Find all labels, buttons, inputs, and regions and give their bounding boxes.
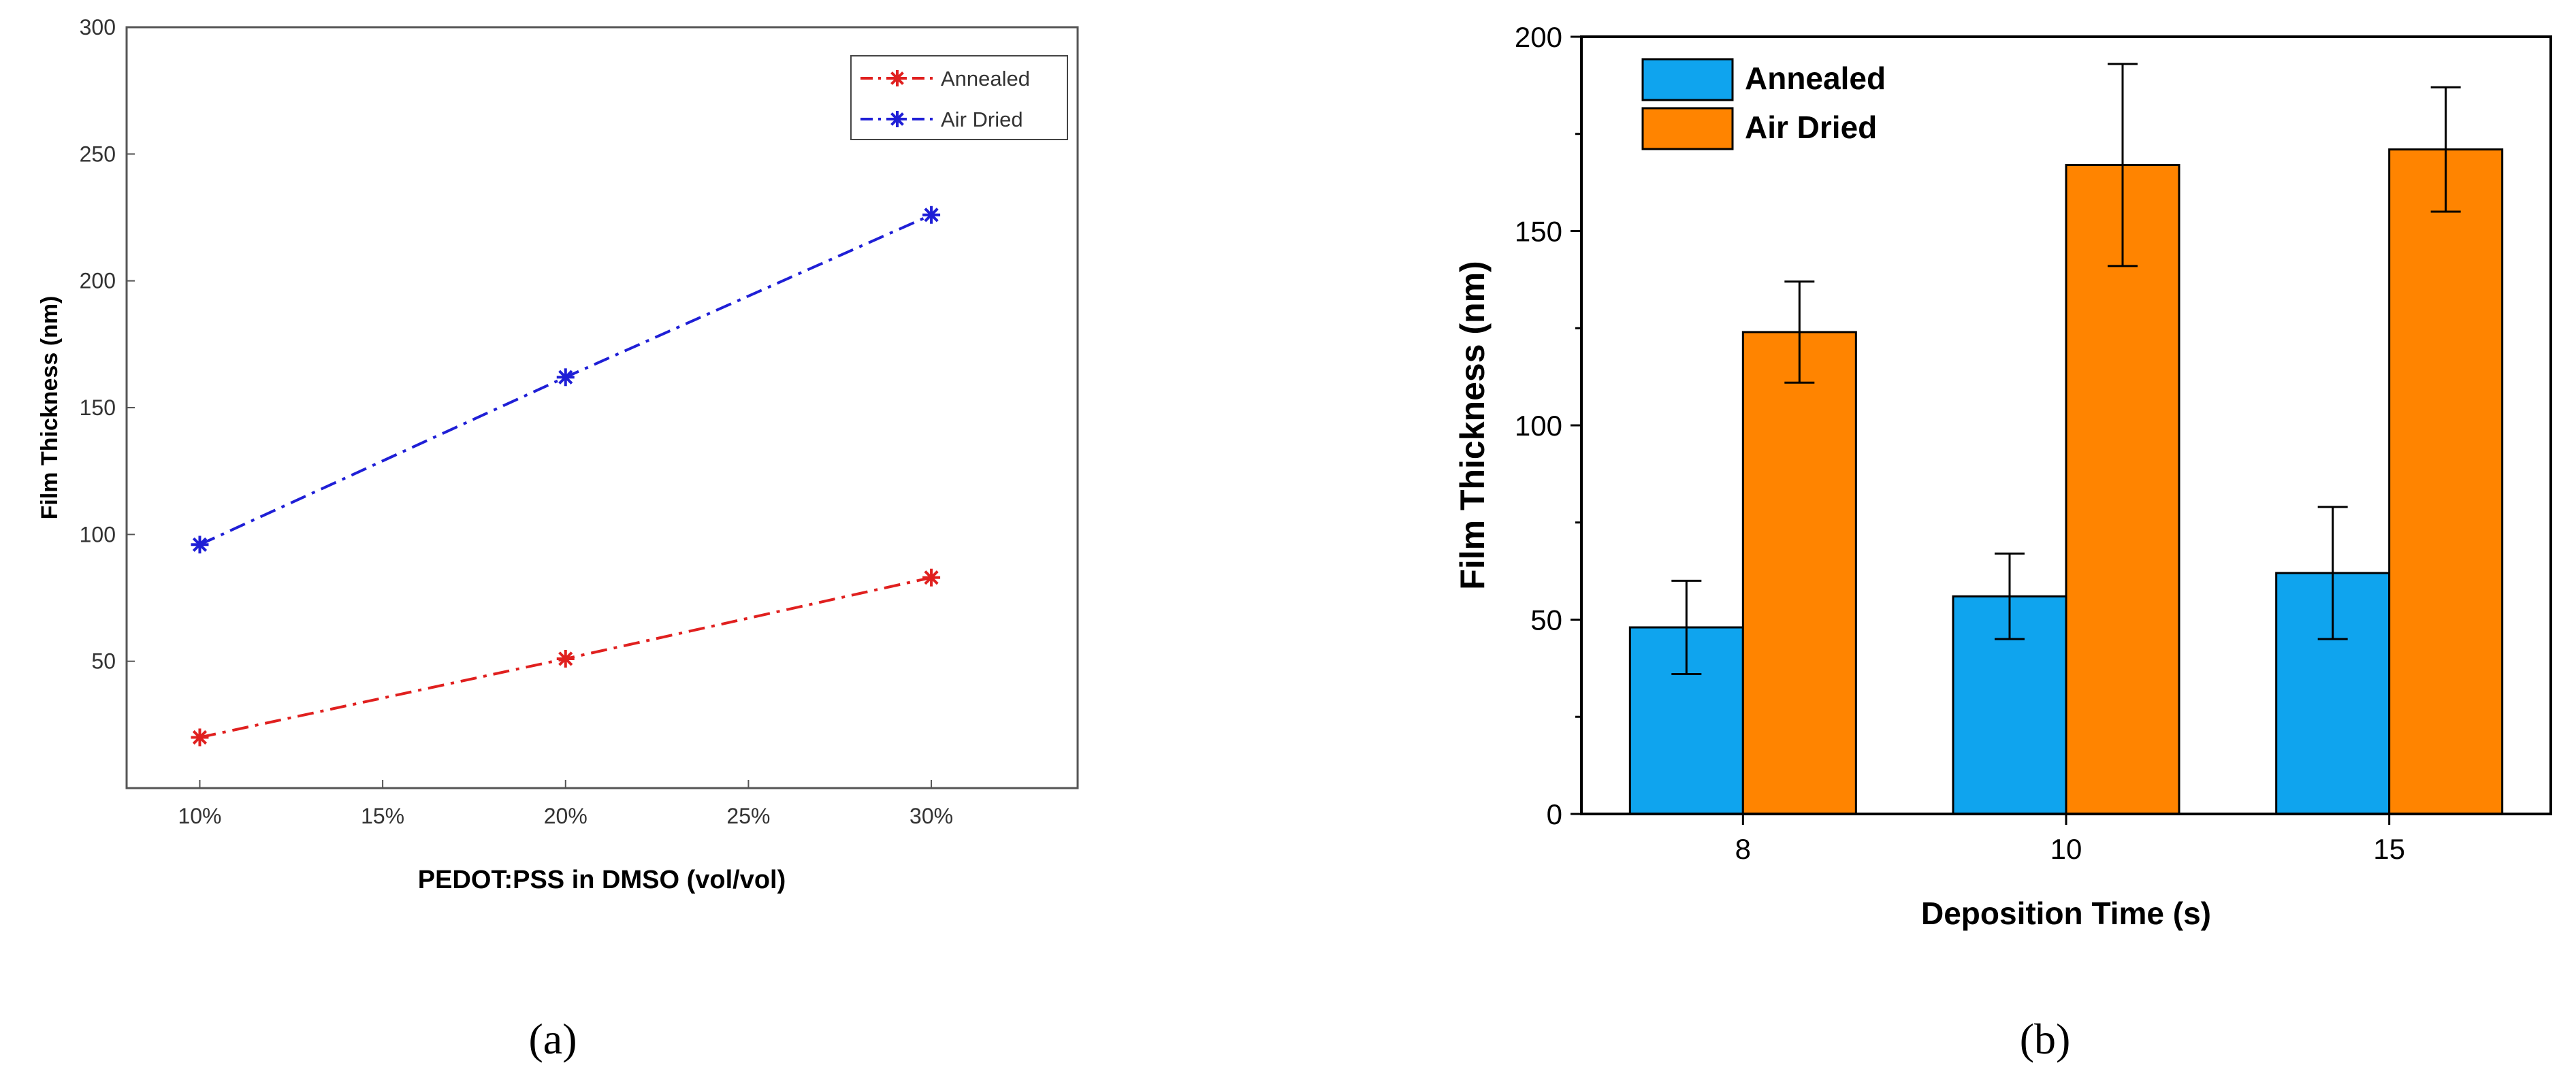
y-tick-label: 250: [80, 142, 116, 166]
chart-a-xlabel: PEDOT:PSS in DMSO (vol/vol): [418, 866, 786, 894]
error-bar: [1995, 552, 2025, 640]
legend-swatch: [1641, 58, 1734, 101]
chart-b-xlabel: Deposition Time (s): [1921, 896, 2211, 931]
x-tick-label: 25%: [726, 804, 770, 828]
error-bar: [2430, 86, 2461, 213]
bar-air-dried: [2388, 148, 2504, 815]
x-tick-label: 10%: [178, 804, 221, 828]
y-tick-label: 150: [80, 395, 116, 420]
legend-swatch: [1641, 107, 1734, 150]
bar-air-dried: [1741, 331, 1857, 815]
y-tick-label: 300: [80, 15, 116, 39]
y-tick-label: 150: [1515, 216, 1562, 248]
legend-marker: [889, 111, 905, 127]
x-tick-label: 15: [2373, 833, 2405, 865]
caption-a: (a): [528, 1015, 577, 1063]
legend-label: Air Dried: [1745, 110, 1877, 145]
chart-b-ylabel: Film Thickness (nm): [1453, 261, 1492, 589]
chart-a-ylabel: Film Thickness (nm): [37, 296, 63, 520]
y-tick-label: 100: [80, 522, 116, 546]
chart-a: 50 100 150 200 250 300 10% 15% 20% 25% 30% Anneale…: [37, 15, 1079, 894]
error-bar: [2317, 506, 2348, 640]
error-bar: [2108, 63, 2138, 267]
data-point: [556, 649, 575, 668]
legend-marker: [889, 70, 905, 86]
error-bar: [1784, 280, 1815, 384]
data-point: [556, 368, 575, 387]
y-tick-label: 200: [80, 269, 116, 293]
y-tick-label: 100: [1515, 410, 1562, 442]
x-tick-label: 15%: [361, 804, 404, 828]
y-tick-label: 50: [91, 649, 116, 674]
legend-label: Annealed: [941, 67, 1030, 91]
x-tick-label: 10: [2050, 833, 2082, 865]
x-tick-label: 30%: [909, 804, 953, 828]
data-point: [191, 536, 209, 554]
y-tick-label: 200: [1515, 21, 1562, 53]
bar-air-dried: [2065, 163, 2180, 815]
legend-label: Annealed: [1745, 61, 1886, 96]
data-point: [191, 728, 209, 747]
chart-a-legend: Annealed Air Dried: [850, 55, 1068, 140]
chart-a-frame: [125, 26, 1079, 789]
x-tick-label: 20%: [544, 804, 587, 828]
y-tick-label: 0: [1547, 798, 1562, 830]
legend-box: [850, 55, 1068, 140]
data-point: [922, 206, 941, 224]
legend-label: Air Dried: [941, 108, 1023, 131]
caption-b: (b): [2020, 1015, 2071, 1063]
chart-b-legend: Annealed Air Dried: [1641, 58, 1886, 150]
data-point: [922, 568, 941, 587]
error-bar: [1671, 579, 1702, 675]
y-tick-label: 50: [1530, 604, 1562, 636]
x-tick-label: 8: [1735, 833, 1751, 865]
